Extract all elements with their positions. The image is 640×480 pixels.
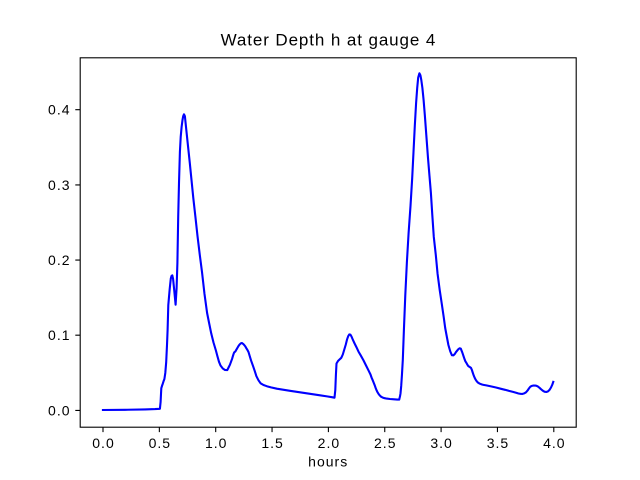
svg-text:0.4: 0.4 (48, 102, 70, 118)
svg-text:2.0: 2.0 (318, 435, 340, 451)
svg-text:1.5: 1.5 (261, 435, 283, 451)
svg-text:0.1: 0.1 (48, 327, 70, 343)
svg-text:hours: hours (308, 454, 348, 470)
svg-text:4.0: 4.0 (543, 435, 565, 451)
svg-text:3.0: 3.0 (430, 435, 452, 451)
svg-text:0.0: 0.0 (92, 435, 114, 451)
svg-text:0.3: 0.3 (48, 177, 70, 193)
svg-text:Water Depth h at gauge 4: Water Depth h at gauge 4 (221, 31, 437, 50)
svg-text:2.5: 2.5 (374, 435, 396, 451)
svg-text:1.0: 1.0 (205, 435, 227, 451)
svg-text:0.0: 0.0 (48, 402, 70, 418)
svg-text:0.2: 0.2 (48, 252, 70, 268)
svg-text:0.5: 0.5 (149, 435, 171, 451)
svg-text:3.5: 3.5 (487, 435, 509, 451)
